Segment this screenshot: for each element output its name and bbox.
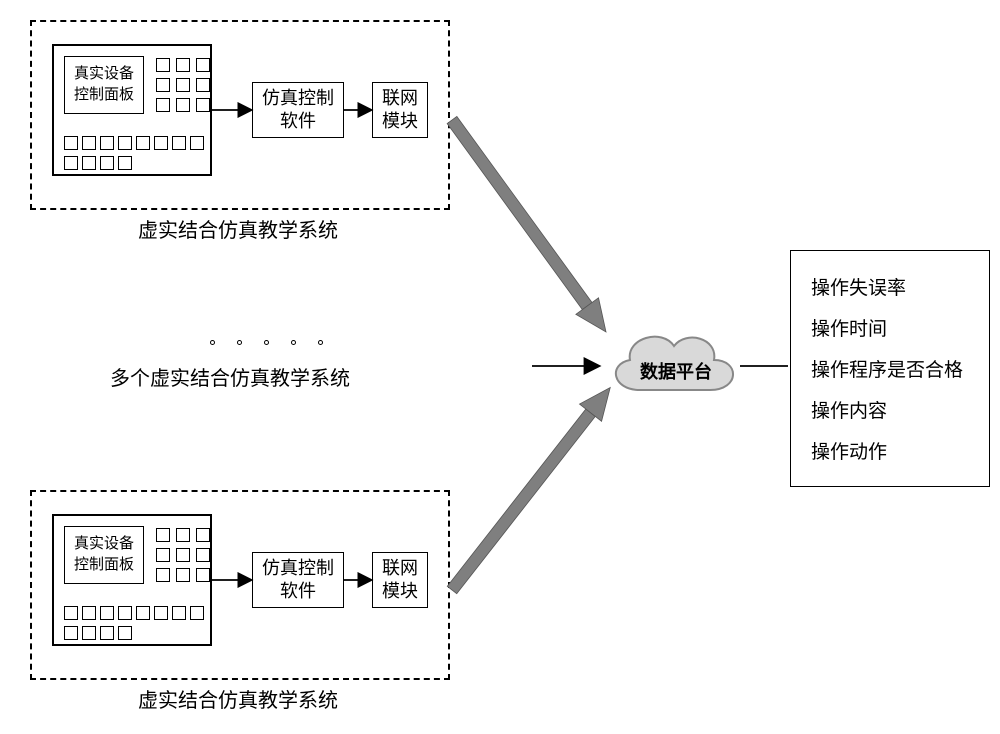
big-arrows [0,0,1000,734]
